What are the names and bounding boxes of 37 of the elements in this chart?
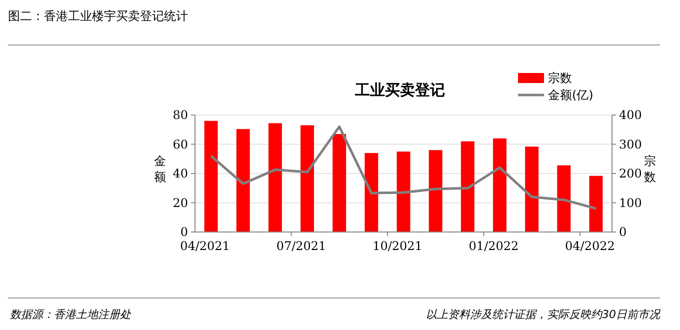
x-tick-label: 10/2021 xyxy=(372,239,422,253)
y2-axis-title: 宗数 xyxy=(644,154,656,184)
bar xyxy=(525,146,539,232)
y-tick-label: 0 xyxy=(180,225,188,240)
chart-subtitle: 工业买卖登记 xyxy=(354,81,445,99)
line-series xyxy=(210,125,598,210)
bar xyxy=(460,141,474,232)
y-tick-label: 60 xyxy=(172,137,188,152)
x-tick-label: 01/2022 xyxy=(468,239,519,253)
x-tick-label: 04/2021 xyxy=(180,239,230,253)
y-axis-title: 金额 xyxy=(154,154,166,184)
y-tick-label: 40 xyxy=(172,166,188,181)
x-tick-label: 04/2022 xyxy=(565,239,615,253)
text: 以上资料涉及统计证据，实际反映约30日前市况 xyxy=(426,308,661,321)
y2-tick-label: 0 xyxy=(619,225,627,240)
bar xyxy=(557,165,571,232)
bar xyxy=(300,125,314,232)
y-tick-label: 80 xyxy=(172,108,188,122)
x-tick-label: 07/2021 xyxy=(276,239,326,253)
bar xyxy=(204,120,218,232)
bar xyxy=(428,150,442,232)
text: 图二：香港工业楼宇买卖登记统计 xyxy=(8,9,188,23)
bar xyxy=(332,134,346,232)
bar xyxy=(268,123,282,232)
y2-tick-label: 200 xyxy=(619,166,642,181)
y2-tick-label: 300 xyxy=(619,137,642,152)
legend-label: 宗数 xyxy=(548,71,572,86)
legend-label: 金额(亿) xyxy=(548,88,594,102)
bar xyxy=(396,152,410,232)
text: 数据源：香港土地注册处 xyxy=(10,308,132,321)
bar xyxy=(236,129,250,232)
bar xyxy=(589,176,603,232)
y2-tick-label: 100 xyxy=(619,196,642,210)
y-tick-label: 20 xyxy=(172,196,188,210)
bar xyxy=(364,153,378,232)
y2-tick-label: 400 xyxy=(619,108,642,122)
bar xyxy=(492,138,506,232)
